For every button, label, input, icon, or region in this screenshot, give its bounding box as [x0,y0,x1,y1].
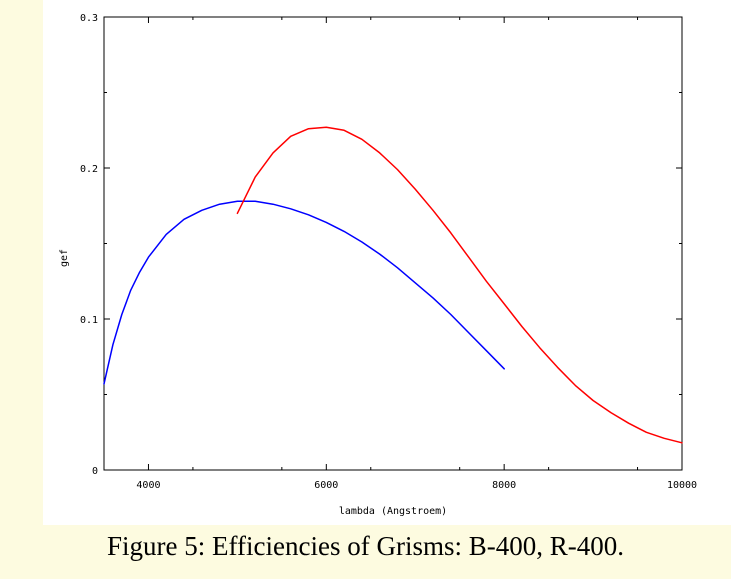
y-axis: 0 0.1 0.2 0.3 [80,13,682,477]
y-tick-label: 0.3 [80,13,98,24]
x-tick-label: 6000 [314,480,338,491]
chart-svg: 0 0.1 0.2 0.3 4000 6000 8000 10000 lambda (Ang… [59,13,697,517]
plot-panel: 0 0.1 0.2 0.3 4000 6000 8000 10000 lambda (Ang… [43,0,731,525]
x-axis: 4000 6000 8000 10000 [136,17,697,491]
x-tick-label: 4000 [136,480,160,491]
y-tick-label: 0 [92,466,98,477]
series-line-red [236,126,683,444]
x-axis-label: lambda (Angstroem) [339,506,447,517]
series-layer [103,126,683,444]
y-tick-label: 0.2 [80,164,98,175]
y-axis-label: gef [59,249,70,267]
x-tick-label: 8000 [492,480,516,491]
x-tick-label: 10000 [667,480,697,491]
y-tick-label: 0.1 [80,315,98,326]
series-line-blue [103,200,505,385]
figure-caption: Figure 5: Efficiencies of Grisms: B-400,… [107,531,624,561]
